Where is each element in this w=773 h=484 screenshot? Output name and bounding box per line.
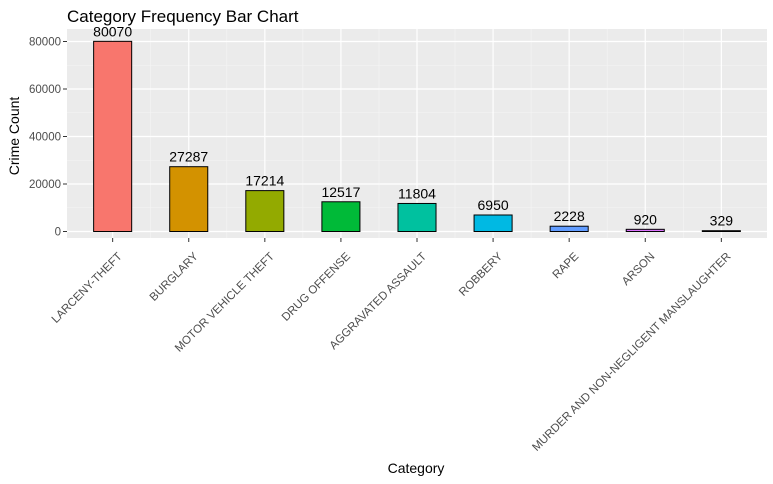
y-tick-label: 0 (55, 227, 61, 239)
chart-title: Category Frequency Bar Chart (67, 7, 299, 26)
data-label: 11804 (398, 185, 436, 201)
bar-aggravated-assault (397, 202, 437, 232)
y-tick-label: 40000 (29, 132, 61, 144)
bar-murder-and-non-negligent-manslaughter (701, 230, 741, 232)
x-tick-label: DRUG OFFENSE (280, 250, 353, 323)
data-label: 2228 (554, 208, 585, 224)
x-tick-label: LARCENY-THEFT (50, 251, 125, 326)
bar-motor-vehicle-theft (245, 190, 285, 232)
data-label: 6950 (478, 197, 509, 213)
data-label: 80070 (93, 23, 132, 39)
data-label: 17214 (245, 173, 284, 189)
data-label: 329 (710, 213, 734, 229)
y-axis-title: Crime Count (6, 97, 22, 176)
data-label: 27287 (169, 149, 208, 165)
bar-rape (549, 225, 589, 232)
x-tick-label: RAPE (551, 250, 582, 281)
x-tick-label: ARSON (620, 251, 657, 288)
bar-drug-offense (321, 201, 361, 232)
bar-arson (625, 228, 665, 233)
y-axis: 0 20000 40000 60000 80000 (29, 37, 67, 239)
x-tick-label: ROBBERY (457, 250, 505, 298)
y-tick-label: 80000 (29, 37, 61, 49)
bar-larceny-theft (93, 40, 133, 232)
data-labels: 80070 27287 17214 12517 11804 6950 2228 920 329 (93, 23, 733, 228)
bars (93, 40, 741, 233)
data-label: 12517 (321, 184, 360, 200)
y-tick-label: 20000 (29, 179, 61, 191)
bar-robbery (473, 214, 513, 232)
x-axis-title: Category (388, 460, 445, 476)
data-label: 920 (634, 211, 658, 227)
bar-burglary (169, 166, 209, 232)
x-tick-label: BURGLARY (148, 250, 201, 303)
y-tick-label: 60000 (29, 84, 61, 96)
